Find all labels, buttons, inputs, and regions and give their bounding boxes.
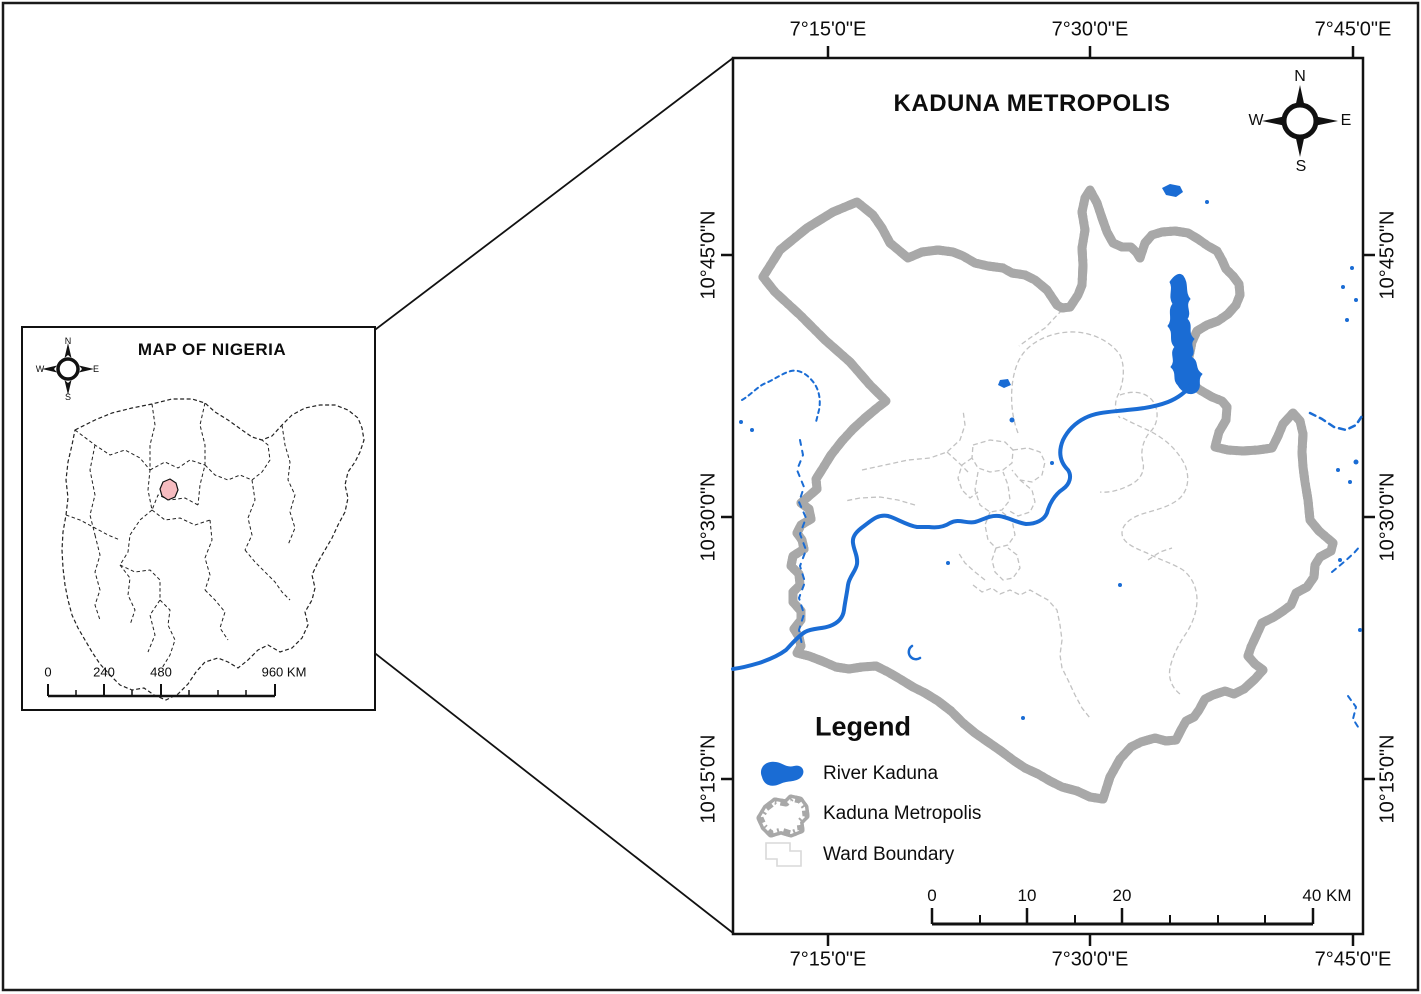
coord-label-left-1: 10°45'0"N <box>697 210 720 300</box>
graticule-ticks <box>721 46 1375 946</box>
coord-label-top-2: 7°30'0"E <box>1051 18 1129 41</box>
legend-item-river: River Kaduna <box>823 763 939 784</box>
scalebar-label-10: 10 <box>1017 886 1037 905</box>
scalebar-label-40km: 40 KM <box>1302 886 1352 905</box>
compass-east-label: E <box>1340 112 1352 129</box>
main-scalebar <box>930 908 1315 926</box>
legend-swatches <box>756 761 810 867</box>
coord-label-left-2: 10°30'0"N <box>697 472 720 562</box>
inset-scalebar-label-0: 0 <box>44 664 52 680</box>
inset-compass-south-label: S <box>64 392 72 402</box>
coord-label-bottom-1: 7°15'0"E <box>789 948 867 971</box>
main-compass-rose-icon <box>1262 85 1338 157</box>
kaduna-metropolis-boundary <box>758 185 1338 804</box>
legend-item-metropolis: Kaduna Metropolis <box>823 803 982 824</box>
ward-swatch-icon <box>765 842 802 867</box>
main-map-frame <box>731 56 1365 936</box>
scalebar-label-0: 0 <box>927 886 937 905</box>
coord-label-top-1: 7°15'0"E <box>789 18 867 41</box>
inset-scalebar-label-480: 480 <box>150 664 172 680</box>
river-swatch-icon <box>760 761 804 786</box>
compass-north-label: N <box>1294 68 1306 85</box>
scalebar-label-20: 20 <box>1112 886 1132 905</box>
inset-compass-east-label: E <box>92 364 100 374</box>
inset-scalebar-label-960km: 960 KM <box>261 664 307 680</box>
coord-label-bottom-3: 7°45'0"E <box>1314 948 1392 971</box>
kaduna-highlight-polygon <box>159 478 179 501</box>
inset-map-frame <box>21 326 376 711</box>
river-kaduna <box>731 273 1364 731</box>
compass-west-label: W <box>1248 112 1264 129</box>
coord-label-right-3: 10°15'0"N <box>1376 734 1399 824</box>
coord-label-bottom-2: 7°30'0"E <box>1051 948 1129 971</box>
ward-boundaries <box>844 309 1198 719</box>
inset-compass-north-label: N <box>64 336 72 346</box>
legend-item-ward: Ward Boundary <box>823 844 955 865</box>
inset-map-title: MAP OF NIGERIA <box>137 340 287 359</box>
coord-label-right-1: 10°45'0"N <box>1376 210 1399 300</box>
inset-compass-rose-icon <box>42 343 94 395</box>
inset-scalebar <box>47 684 276 698</box>
inset-scalebar-label-240: 240 <box>93 664 115 680</box>
coord-label-top-3: 7°45'0"E <box>1314 18 1392 41</box>
main-map-title: KADUNA METROPOLIS <box>893 90 1171 117</box>
inset-compass-west-label: W <box>35 364 45 374</box>
nigeria-state-boundaries <box>65 402 296 669</box>
legend-title: Legend <box>815 711 912 742</box>
coord-label-right-2: 10°30'0"N <box>1376 472 1399 562</box>
compass-south-label: S <box>1295 158 1307 175</box>
coord-label-left-3: 10°15'0"N <box>697 734 720 824</box>
water-dots <box>739 184 1362 720</box>
